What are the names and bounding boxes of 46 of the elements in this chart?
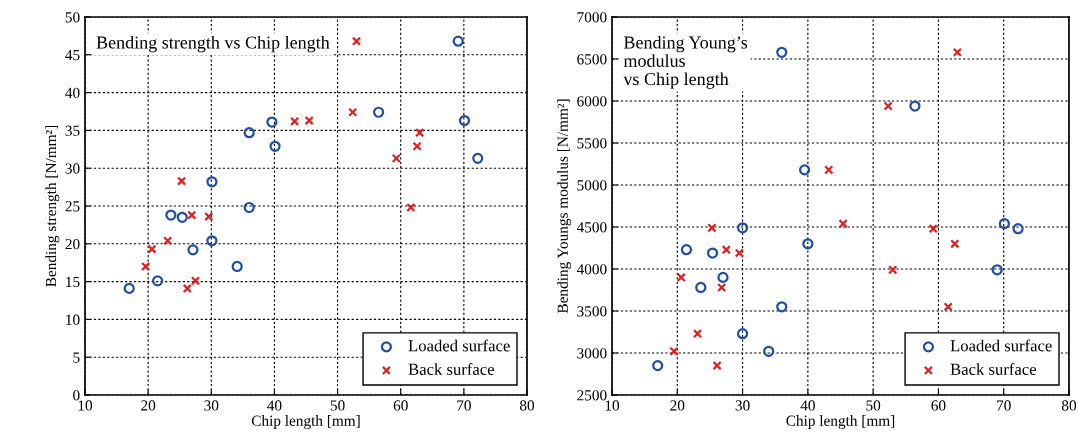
x-tick-label: 60 — [931, 400, 946, 411]
x-tick-label: 80 — [1061, 400, 1077, 411]
x-tick-label: 50 — [330, 400, 345, 411]
y-tick-label: 6500 — [577, 54, 607, 65]
y-tick-label: 25 — [65, 201, 80, 212]
x-tick-label: 20 — [141, 400, 156, 411]
y-tick-label: 50 — [65, 12, 80, 23]
legend-label: Loaded surface — [950, 339, 1052, 352]
x-tick-label: 60 — [393, 400, 408, 411]
y-tick-label: 4500 — [576, 222, 607, 233]
y-tick-label: 7000 — [577, 12, 607, 23]
y-tick-label: 10 — [66, 314, 80, 325]
y-tick-label: 45 — [65, 50, 80, 61]
text: Bending Young’s modulus vs Chip length — [623, 35, 748, 89]
x-tick-label: 10 — [605, 400, 620, 411]
y-axis-title: Bending strength [N/mm²] — [45, 125, 60, 287]
x-axis-title: Chip length [mm] — [786, 415, 895, 429]
y-tick-label: 5000 — [577, 180, 607, 191]
y-tick-label: 2500 — [577, 390, 607, 401]
legend-label: Back surface — [950, 363, 1037, 375]
x-tick-label: 70 — [457, 400, 471, 411]
text: Bending strength vs Chip length — [96, 35, 330, 53]
legend-label: Back surface — [408, 363, 495, 375]
y-tick-label: 15 — [66, 276, 80, 288]
x-axis-title: Chip length [mm] — [251, 415, 360, 429]
x-tick-label: 30 — [204, 400, 219, 411]
x-tick-label: 70 — [997, 400, 1011, 411]
x-tick-label: 50 — [866, 400, 881, 411]
y-tick-label: 3500 — [577, 306, 607, 317]
y-tick-label: 5500 — [577, 138, 607, 149]
y-tick-label: 5 — [73, 352, 80, 363]
x-tick-label: 40 — [267, 400, 282, 411]
y-tick-label: 40 — [65, 87, 80, 99]
y-tick-label: 20 — [65, 238, 80, 250]
y-tick-label: 3000 — [577, 348, 607, 359]
x-tick-label: 30 — [735, 400, 750, 411]
x-tick-label: 20 — [670, 400, 685, 411]
x-tick-label: 40 — [800, 400, 815, 411]
y-tick-label: 30 — [65, 163, 80, 174]
y-axis-title: Bending Youngs modulus [N/mm²] — [557, 99, 572, 314]
x-tick-label: 80 — [519, 400, 535, 411]
y-tick-label: 35 — [65, 125, 80, 136]
y-tick-label: 4000 — [576, 264, 607, 275]
y-tick-label: 6000 — [577, 96, 607, 107]
legend-label: Loaded surface — [408, 339, 510, 352]
y-tick-label: 0 — [73, 390, 80, 401]
